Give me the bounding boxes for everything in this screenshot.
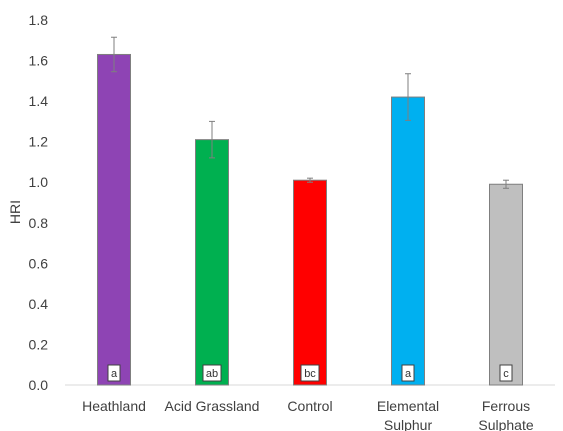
y-tick-label: 0.8 <box>29 215 49 231</box>
significance-letter: c <box>503 368 509 380</box>
error-bar <box>503 179 509 189</box>
bar <box>97 53 131 386</box>
error-bar <box>111 36 117 73</box>
category-label: Ferrous Sulphate <box>478 398 533 431</box>
bars <box>97 53 523 386</box>
significance-label: bc <box>300 364 320 382</box>
significance-label: ab <box>202 364 222 382</box>
error-bar <box>209 120 215 159</box>
y-axis-label: HRI <box>7 200 23 224</box>
significance-letter: bc <box>304 368 316 380</box>
error-bar <box>405 73 411 121</box>
y-tick-label: 1.4 <box>29 93 49 109</box>
y-tick-label: 1.6 <box>29 53 49 69</box>
significance-labels: a ab bc a c <box>107 364 513 382</box>
significance-label: c <box>499 364 513 382</box>
y-tick-label: 1.8 <box>29 12 49 28</box>
bar <box>195 139 229 386</box>
bar <box>293 179 327 386</box>
error-bar <box>307 177 313 183</box>
significance-letter: a <box>111 368 118 380</box>
category-labels: Heathland Acid Grassland Control Elemental S… <box>82 398 534 431</box>
category-label: Acid Grassland <box>165 398 260 414</box>
category-label: Control <box>287 398 332 414</box>
significance-letter: ab <box>206 368 218 380</box>
significance-label: a <box>107 364 121 382</box>
y-tick-label: 0.2 <box>29 336 49 352</box>
y-tick-label: 1.2 <box>29 134 49 150</box>
category-label: Elemental Sulphur <box>377 398 439 431</box>
y-tick-label: 0.6 <box>29 255 49 271</box>
y-tick-label: 1.0 <box>29 174 49 190</box>
category-label: Heathland <box>82 398 146 414</box>
bar <box>391 96 425 386</box>
y-tick-label: 0.0 <box>29 377 49 393</box>
y-tick-labels: 0.0 0.2 0.4 0.6 0.8 1.0 1.2 1.4 1.6 1.8 <box>29 12 49 393</box>
y-tick-label: 0.4 <box>29 296 49 312</box>
error-bars <box>111 36 509 189</box>
bar <box>489 183 523 386</box>
significance-letter: a <box>405 368 412 380</box>
significance-label: a <box>401 364 415 382</box>
